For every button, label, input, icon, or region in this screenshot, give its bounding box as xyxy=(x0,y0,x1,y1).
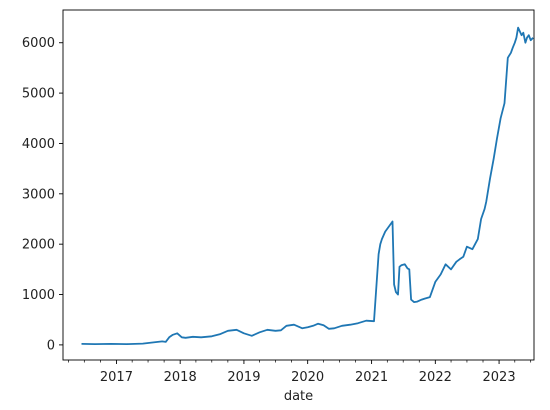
x-tick-label: 2018 xyxy=(164,370,197,385)
series-line xyxy=(81,26,534,345)
y-tick-label: 6000 xyxy=(22,36,55,51)
y-tick-label: 5000 xyxy=(22,87,55,102)
x-tick-label: 2022 xyxy=(419,370,452,385)
x-tick-label: 2017 xyxy=(100,370,133,385)
y-tick-label: 4000 xyxy=(22,137,55,152)
x-tick-label: 2020 xyxy=(291,370,324,385)
y-axis-ticks: 0 1000 2000 3000 4000 5000 6000 xyxy=(22,36,63,353)
y-tick-label: 3000 xyxy=(22,187,55,202)
y-tick-label: 1000 xyxy=(22,288,55,303)
x-tick-label: 2023 xyxy=(483,370,516,385)
x-axis-ticks: 2017 2018 2019 2020 2021 2022 2023 xyxy=(68,360,532,385)
y-tick-label: 0 xyxy=(47,338,55,353)
x-axis-label: date xyxy=(284,389,313,404)
x-tick-label: 2021 xyxy=(355,370,388,385)
x-tick-label: 2019 xyxy=(227,370,260,385)
y-tick-label: 2000 xyxy=(22,238,55,253)
plot-frame xyxy=(62,9,535,361)
